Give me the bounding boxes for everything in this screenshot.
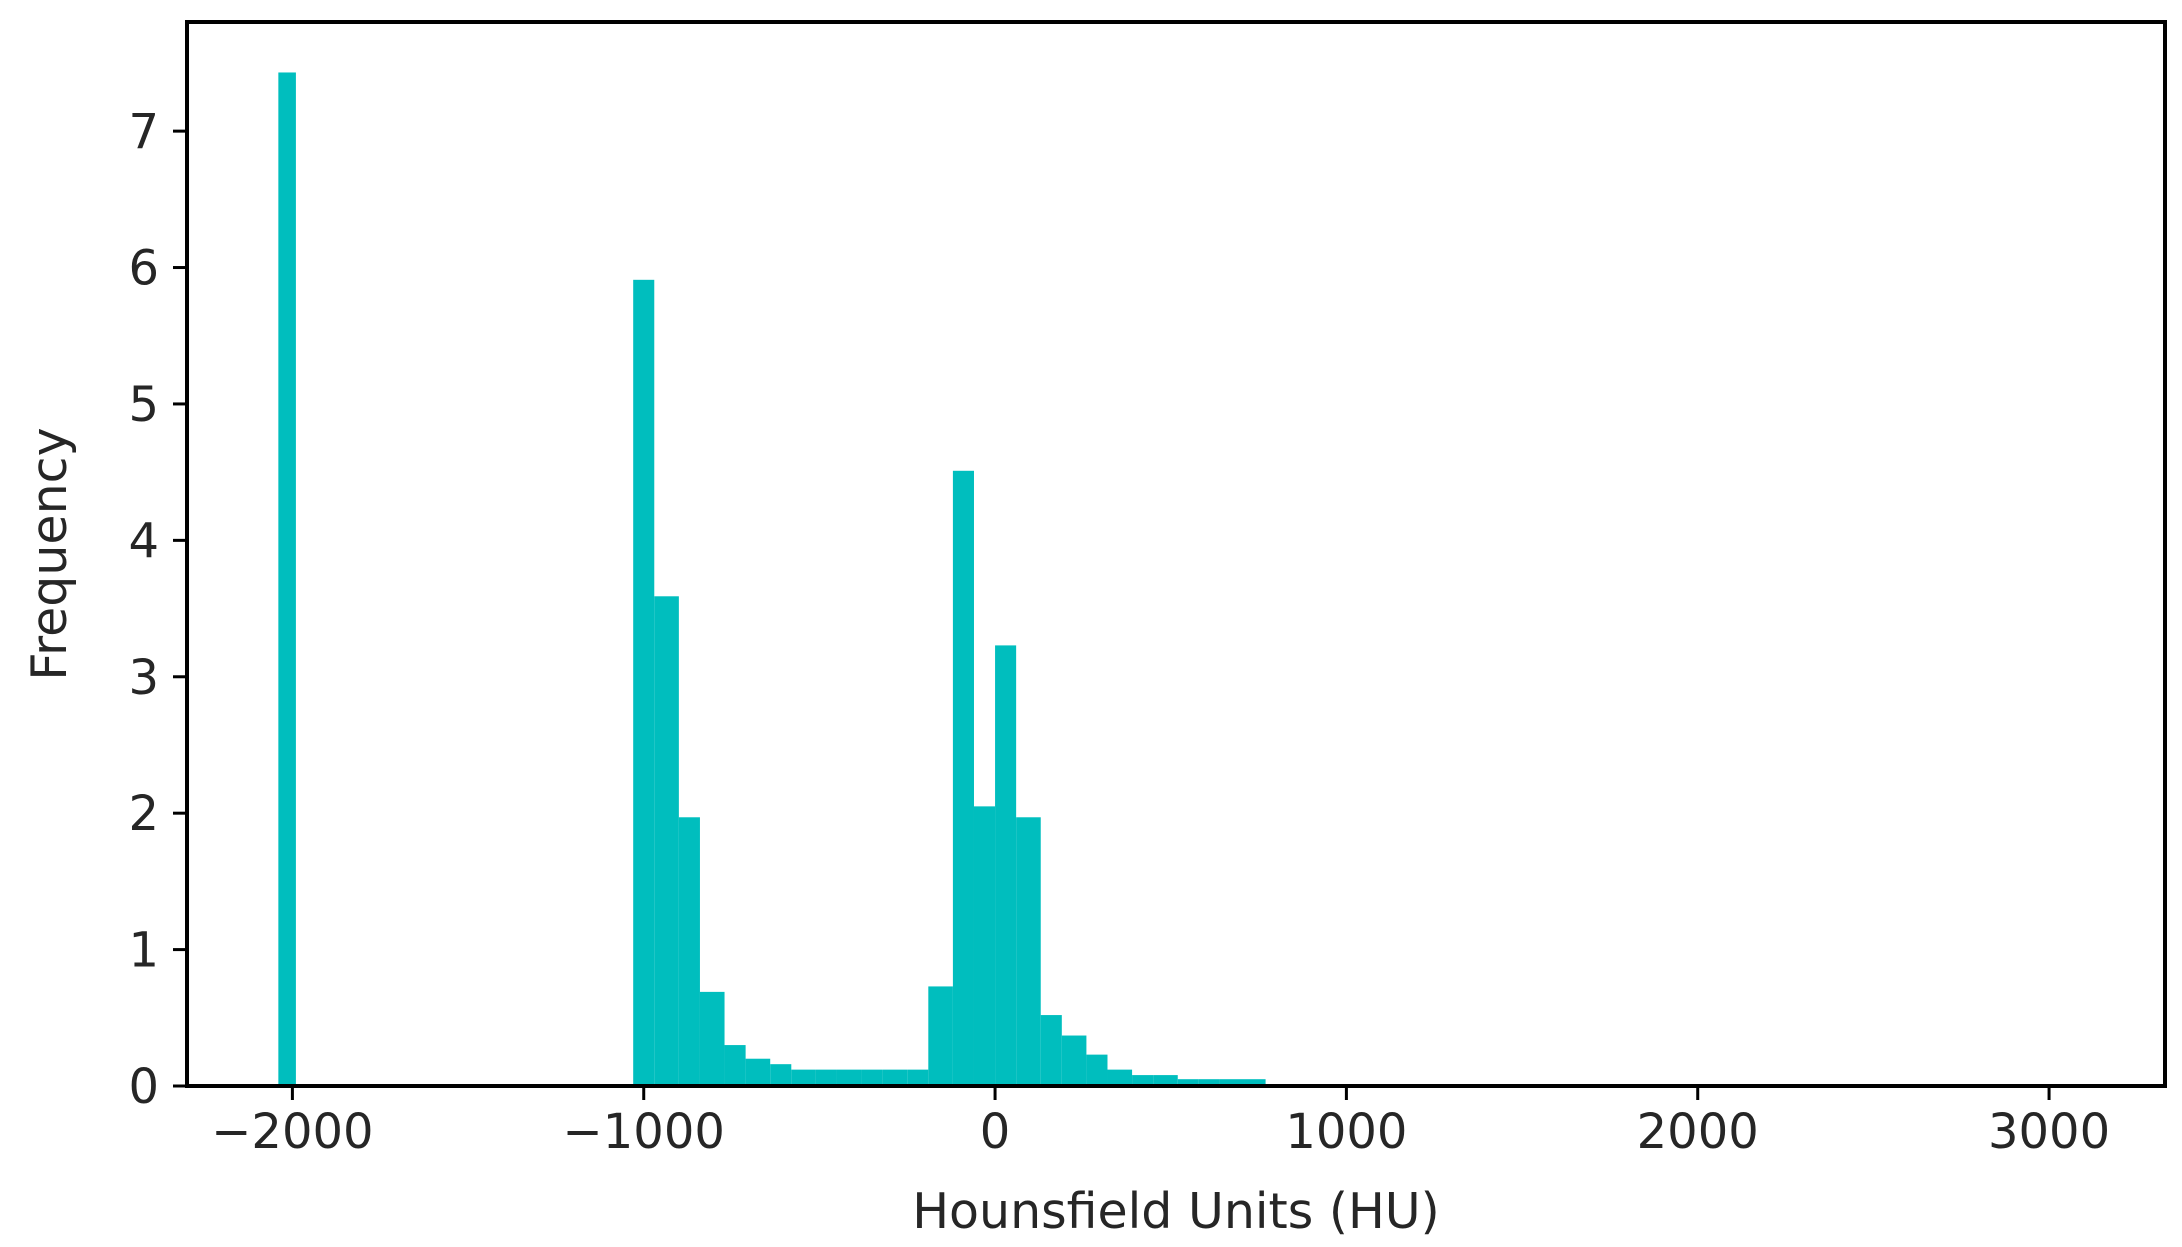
bars-layer — [278, 72, 1266, 1086]
x-tick-label: 3000 — [1988, 1104, 2110, 1160]
histogram-bar-19 — [1040, 1015, 1062, 1086]
histogram-bar-0 — [278, 72, 296, 1086]
histogram-bar-25 — [1177, 1079, 1199, 1086]
x-tick-label: −2000 — [211, 1104, 373, 1160]
plot-frame — [185, 20, 2167, 1088]
y-tick-label: 6 — [128, 241, 159, 297]
histogram-bar-14 — [928, 986, 953, 1086]
x-axis-label: Hounsfield Units (HU) — [912, 1183, 1440, 1240]
y-tick-label: 4 — [128, 513, 159, 569]
x-tick-label: 2000 — [1637, 1104, 1759, 1160]
y-tick-label: 1 — [128, 923, 159, 979]
y-axis-label: Frequency — [21, 427, 78, 680]
histogram-bar-26 — [1198, 1079, 1220, 1086]
histogram-bar-1 — [633, 279, 655, 1086]
histogram-bar-11 — [861, 1069, 883, 1086]
y-tick-label: 5 — [128, 377, 159, 433]
x-tick-label: 0 — [980, 1104, 1011, 1160]
histogram-bar-13 — [907, 1069, 929, 1086]
y-axis-ticks: 0 1 2 3 4 5 6 7 — [128, 104, 187, 1115]
histogram-bar-24 — [1153, 1075, 1178, 1086]
histogram-bar-2 — [654, 596, 679, 1086]
histogram-bar-12 — [882, 1069, 908, 1086]
x-tick-label: 1000 — [1285, 1104, 1407, 1160]
x-axis-ticks: −2000 −1000 0 1000 2000 3000 — [211, 1086, 2110, 1160]
histogram-bar-17 — [995, 645, 1017, 1086]
histogram-bar-4 — [699, 991, 725, 1086]
histogram-bar-28 — [1244, 1079, 1266, 1086]
histogram-bar-10 — [836, 1069, 862, 1086]
histogram-bar-8 — [791, 1069, 816, 1086]
y-tick-label: 2 — [128, 786, 159, 842]
histogram-bar-9 — [815, 1069, 837, 1086]
histogram-bar-22 — [1107, 1069, 1133, 1086]
y-tick-label: 0 — [128, 1059, 159, 1115]
x-tick-label: −1000 — [563, 1104, 725, 1160]
y-tick-label: 3 — [128, 650, 159, 706]
y-tick-label: 7 — [128, 104, 159, 160]
histogram-bar-23 — [1132, 1075, 1154, 1086]
histogram-bar-16 — [973, 806, 996, 1086]
histogram-bar-21 — [1086, 1054, 1108, 1086]
histogram-bar-20 — [1061, 1035, 1087, 1086]
histogram-bar-15 — [952, 470, 974, 1086]
histogram-bar-3 — [678, 817, 700, 1086]
histogram-bar-5 — [724, 1045, 746, 1086]
histogram-bar-7 — [770, 1064, 792, 1086]
histogram-bar-27 — [1219, 1079, 1245, 1086]
histogram-bar-18 — [1016, 817, 1041, 1086]
histogram-bar-6 — [745, 1058, 771, 1086]
